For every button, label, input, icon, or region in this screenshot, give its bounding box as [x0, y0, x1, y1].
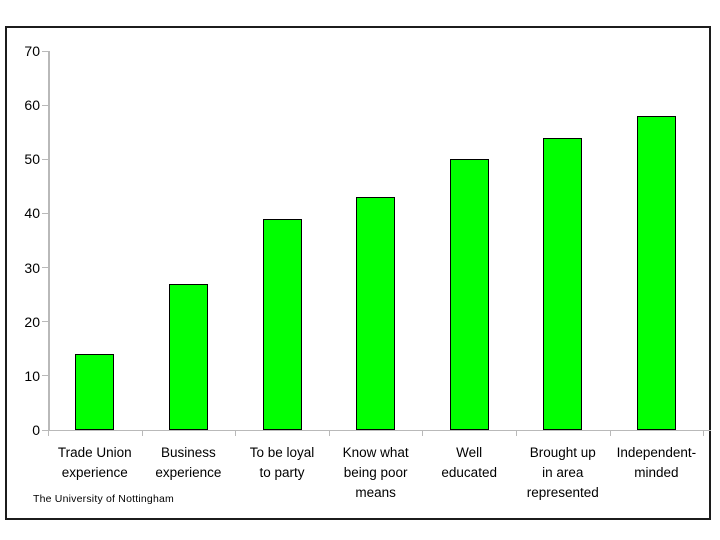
bar [262, 218, 302, 430]
bar [543, 137, 583, 430]
university-footer-text: The University of Nottingham [33, 493, 174, 505]
x-category-label: Brought up in area represented [526, 445, 599, 500]
y-tick-label: 60 [24, 97, 40, 114]
y-tick-label: 30 [24, 259, 40, 276]
y-axis-line [48, 51, 50, 430]
bar [356, 197, 396, 430]
x-category-label: Trade Union experience [57, 445, 132, 480]
bar [449, 159, 489, 430]
y-axis-tick [42, 158, 48, 160]
bar [168, 283, 208, 430]
y-tick-label: 70 [24, 43, 40, 59]
x-category-label: To be loyal to party [249, 445, 315, 480]
x-category-label: Business experience [155, 445, 222, 480]
y-tick-label: 0 [32, 422, 40, 438]
x-category-label: Know what being poor means [342, 445, 409, 500]
x-axis-tick [609, 430, 611, 436]
bar [636, 115, 676, 430]
x-axis-tick [141, 430, 143, 436]
bar [75, 354, 115, 430]
x-axis-tick [422, 430, 424, 436]
x-category-label: Independent- minded [616, 445, 697, 480]
y-tick-label: 20 [24, 313, 40, 330]
x-category-label: Well educated [441, 445, 497, 480]
x-axis-line [48, 429, 711, 431]
y-axis-tick [42, 321, 48, 323]
x-axis-tick [48, 430, 49, 436]
y-axis-tick [42, 212, 48, 214]
y-axis-tick [42, 104, 48, 106]
x-axis-tick [516, 430, 517, 436]
x-axis-tick [703, 430, 705, 436]
y-axis-tick [42, 50, 48, 52]
x-axis-tick [328, 430, 330, 436]
x-axis-tick [235, 430, 237, 436]
y-tick-label: 40 [24, 205, 40, 222]
y-axis-tick [42, 429, 48, 431]
y-tick-label: 10 [24, 367, 40, 384]
y-axis-tick [42, 375, 48, 377]
y-axis-tick [42, 267, 48, 269]
y-tick-label: 50 [24, 151, 40, 168]
